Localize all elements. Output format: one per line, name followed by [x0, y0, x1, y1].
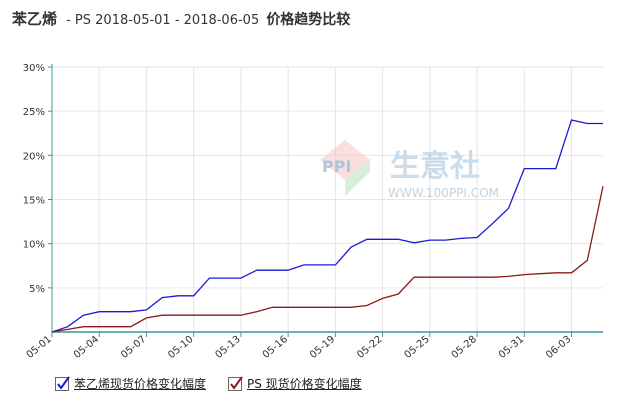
legend-item-ps[interactable]: PS 现货价格变化幅度	[228, 375, 362, 392]
grid-lines	[51, 66, 603, 332]
y-tick-label: 20%	[23, 151, 45, 162]
series-line-styrene	[51, 119, 603, 333]
x-tick-label: 05-04	[72, 334, 101, 361]
title-subtitle: - PS 2018-05-01 - 2018-06-05	[66, 13, 260, 28]
y-tick-label: 25%	[23, 107, 45, 118]
y-tick-label: 30%	[23, 63, 45, 74]
x-tick-label: 05-16	[261, 334, 290, 361]
x-tick-labels: 05-01 05-04 05-07 05-10 05-13 05-16 05-19 05-22…	[25, 334, 574, 361]
x-tick-label: 05-31	[497, 334, 526, 361]
watermark-logo-text: PPI	[322, 157, 351, 176]
axes	[48, 64, 603, 337]
x-tick-label: 05-28	[450, 334, 479, 361]
x-tick-label: 05-22	[355, 334, 384, 361]
legend-label-styrene[interactable]: 苯乙烯现货价格变化幅度	[74, 377, 207, 391]
x-tick-label: 05-10	[166, 334, 195, 361]
x-tick-label: 05-25	[402, 334, 431, 361]
x-tick-label: 05-13	[214, 334, 243, 361]
legend-label-ps[interactable]: PS 现货价格变化幅度	[247, 377, 362, 391]
x-tick-label: 05-07	[119, 334, 148, 361]
y-tick-label: 10%	[23, 240, 45, 251]
watermark-url: WWW.100PPI.COM	[388, 186, 499, 200]
chart-title: 苯乙烯 - PS 2018-05-01 - 2018-06-05 价格趋势比较	[12, 8, 350, 29]
check-icon	[230, 375, 243, 390]
legend-checkbox-ps[interactable]	[228, 375, 243, 391]
x-tick-label: 06-03	[544, 334, 573, 361]
legend-checkbox-styrene[interactable]	[55, 375, 70, 391]
legend: 苯乙烯现货价格变化幅度 PS 现货价格变化幅度	[55, 375, 362, 392]
y-tick-labels: 5% 10% 15% 20% 25% 30%	[23, 63, 45, 295]
watermark: PPI 生意社 WWW.100PPI.COM	[320, 140, 499, 200]
legend-item-styrene[interactable]: 苯乙烯现货价格变化幅度	[55, 375, 206, 392]
y-tick-label: 5%	[29, 284, 45, 295]
series-line-ps	[51, 186, 604, 333]
series-lines	[51, 119, 604, 333]
title-main: 苯乙烯	[12, 10, 58, 28]
check-icon	[57, 375, 70, 390]
watermark-brand: 生意社	[390, 149, 480, 184]
title-suffix: 价格趋势比较	[266, 12, 351, 28]
x-tick-label: 05-19	[308, 334, 337, 361]
x-tick-label: 05-01	[25, 334, 54, 361]
watermark-logo: PPI	[320, 140, 370, 196]
y-tick-label: 15%	[23, 196, 45, 207]
